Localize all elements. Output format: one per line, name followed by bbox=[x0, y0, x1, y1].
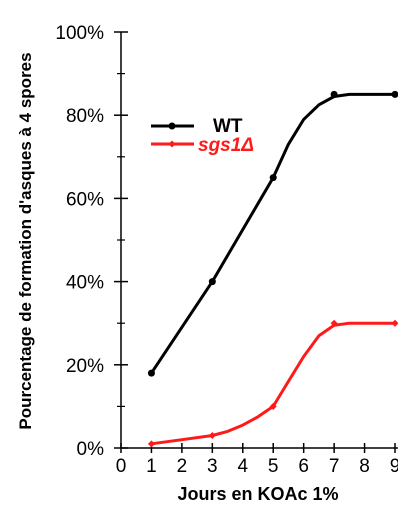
legend-label-sgs1: sgs1Δ bbox=[198, 135, 254, 156]
y-tick-label: 0% bbox=[77, 439, 105, 460]
y-axis-title-group: Pourcentage de formation d'asques à 4 sp… bbox=[16, 52, 35, 429]
x-axis-title: Jours en KOAc 1% bbox=[177, 484, 338, 504]
x-tick-label: 4 bbox=[237, 456, 248, 477]
y-axis-title: Pourcentage de formation d'asques à 4 sp… bbox=[16, 52, 35, 429]
legend-marker-sgs1 bbox=[168, 140, 176, 148]
legend-label-wt: WT bbox=[213, 116, 243, 137]
x-tick-label: 8 bbox=[359, 456, 370, 477]
y-tick-label: 40% bbox=[66, 273, 104, 294]
x-tick-label: 6 bbox=[298, 456, 309, 477]
x-tick-label: 2 bbox=[177, 456, 188, 477]
data-point bbox=[330, 319, 338, 327]
series-line-0 bbox=[149, 92, 397, 375]
x-tick-label: 3 bbox=[207, 456, 218, 477]
y-ticks: 0% 20% 40% 60% 80% 100% bbox=[55, 23, 128, 460]
x-tick-label: 0 bbox=[116, 456, 127, 477]
y-tick-label: 100% bbox=[55, 23, 104, 44]
y-tick-label: 60% bbox=[66, 189, 104, 210]
x-tick-label: 5 bbox=[268, 456, 279, 477]
legend: WT sgs1Δ bbox=[151, 116, 254, 156]
data-point bbox=[391, 90, 398, 98]
x-tick-label: 7 bbox=[329, 456, 340, 477]
x-tick-label: 1 bbox=[146, 456, 157, 477]
data-point bbox=[330, 90, 338, 98]
data-point bbox=[269, 402, 277, 410]
y-tick-label: 80% bbox=[66, 106, 104, 127]
data-point bbox=[391, 319, 398, 327]
data-point bbox=[208, 278, 216, 286]
x-tick-label: 9 bbox=[390, 456, 398, 477]
data-point bbox=[208, 432, 216, 440]
series-line-1 bbox=[149, 321, 397, 446]
data-point bbox=[147, 369, 155, 377]
series-layer bbox=[147, 90, 398, 448]
y-tick-label: 20% bbox=[66, 356, 104, 377]
legend-marker-wt bbox=[168, 122, 176, 130]
data-point bbox=[147, 440, 155, 448]
data-point bbox=[269, 174, 277, 182]
